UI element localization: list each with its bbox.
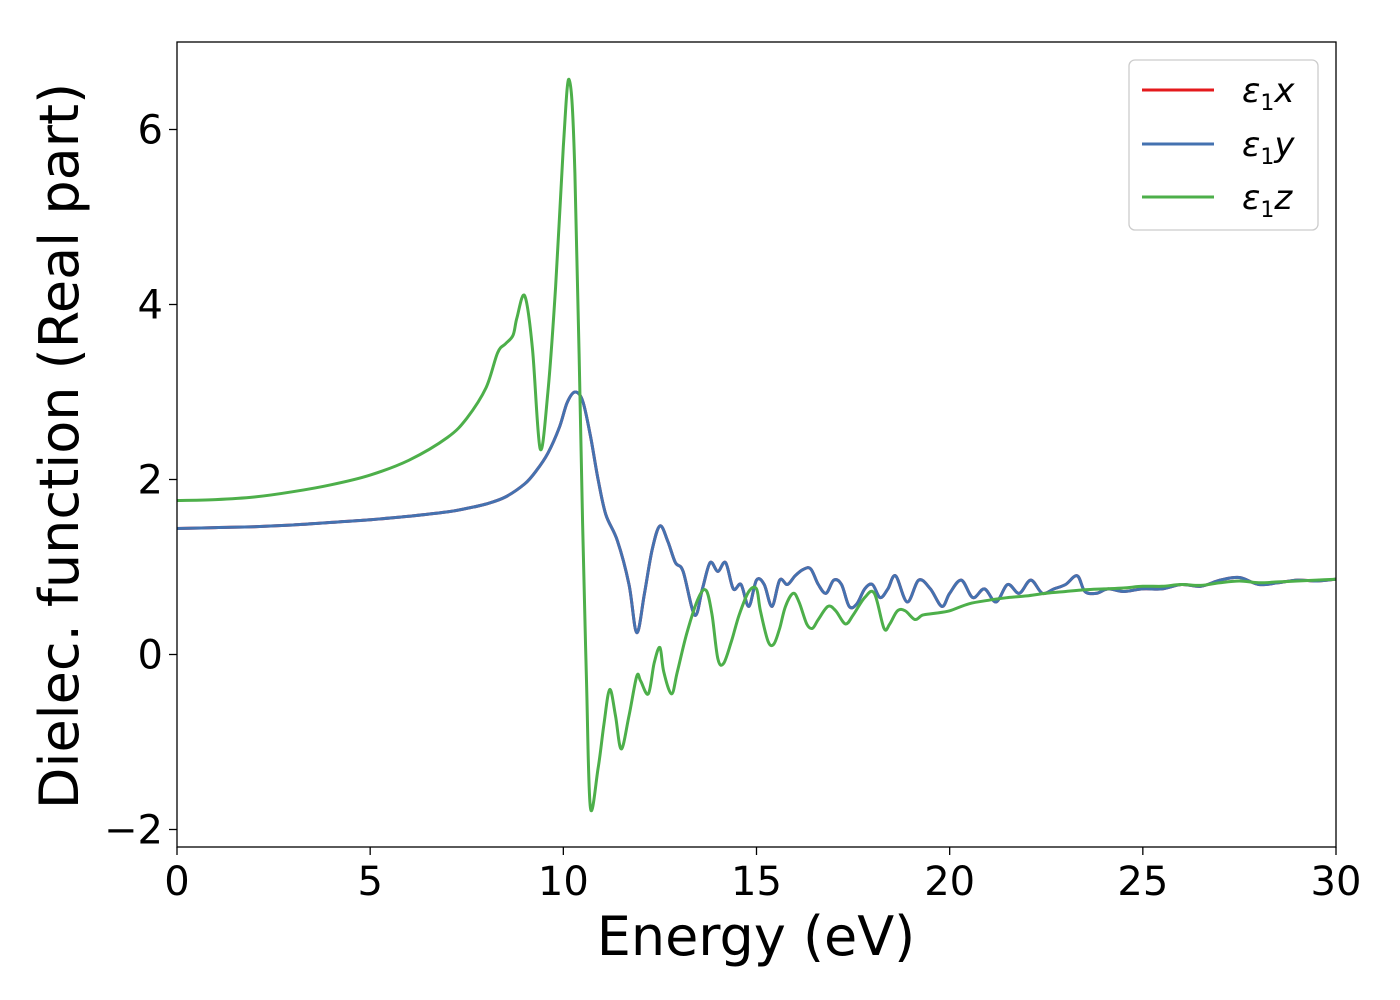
legend-label-y-suffix: y	[1273, 125, 1295, 165]
series-line-z	[176, 78, 1337, 813]
legend-label-y-sub: 1	[1260, 145, 1274, 170]
y-tick-label: 4	[138, 283, 163, 329]
x-tick-label: 10	[538, 859, 589, 905]
y-axis-ticks: −2 0 2 4 6	[104, 108, 177, 854]
legend-label-x-main: ε	[1242, 71, 1260, 111]
series-layer	[176, 78, 1337, 813]
legend-box	[1128, 59, 1319, 231]
legend-label-x-suffix: x	[1273, 71, 1295, 111]
y-tick-label: 2	[138, 458, 163, 504]
y-axis-label: Dielec. function (Real part)	[28, 83, 91, 809]
legend-entry-y: ε1y	[1142, 125, 1295, 170]
legend-label-z-sub: 1	[1260, 198, 1274, 223]
legend-label-x: ε1x	[1242, 71, 1295, 116]
x-tick-label: 20	[924, 859, 975, 905]
x-tick-label: 30	[1311, 859, 1362, 905]
x-tick-label: 0	[164, 859, 189, 905]
legend: ε1x ε1y ε1z	[1128, 59, 1319, 231]
x-tick-label: 5	[357, 859, 382, 905]
y-tick-label: 0	[138, 633, 163, 679]
y-tick-label: −2	[104, 808, 163, 854]
legend-label-z-suffix: z	[1273, 178, 1293, 218]
x-tick-label: 25	[1117, 859, 1168, 905]
legend-label-x-sub: 1	[1260, 91, 1274, 116]
legend-label-y: ε1y	[1242, 125, 1295, 170]
legend-entry-x: ε1x	[1142, 71, 1295, 116]
x-tick-label: 15	[731, 859, 782, 905]
legend-label-y-main: ε	[1242, 125, 1260, 165]
legend-entry-z: ε1z	[1142, 178, 1293, 223]
x-axis-label: Energy (eV)	[597, 905, 916, 968]
legend-label-z-main: ε	[1242, 178, 1260, 218]
x-axis-ticks: 0 5 10 15 20 25 30	[164, 847, 1361, 905]
legend-label-z: ε1z	[1242, 178, 1293, 223]
y-tick-label: 6	[138, 108, 163, 154]
series-line-y	[176, 390, 1337, 635]
